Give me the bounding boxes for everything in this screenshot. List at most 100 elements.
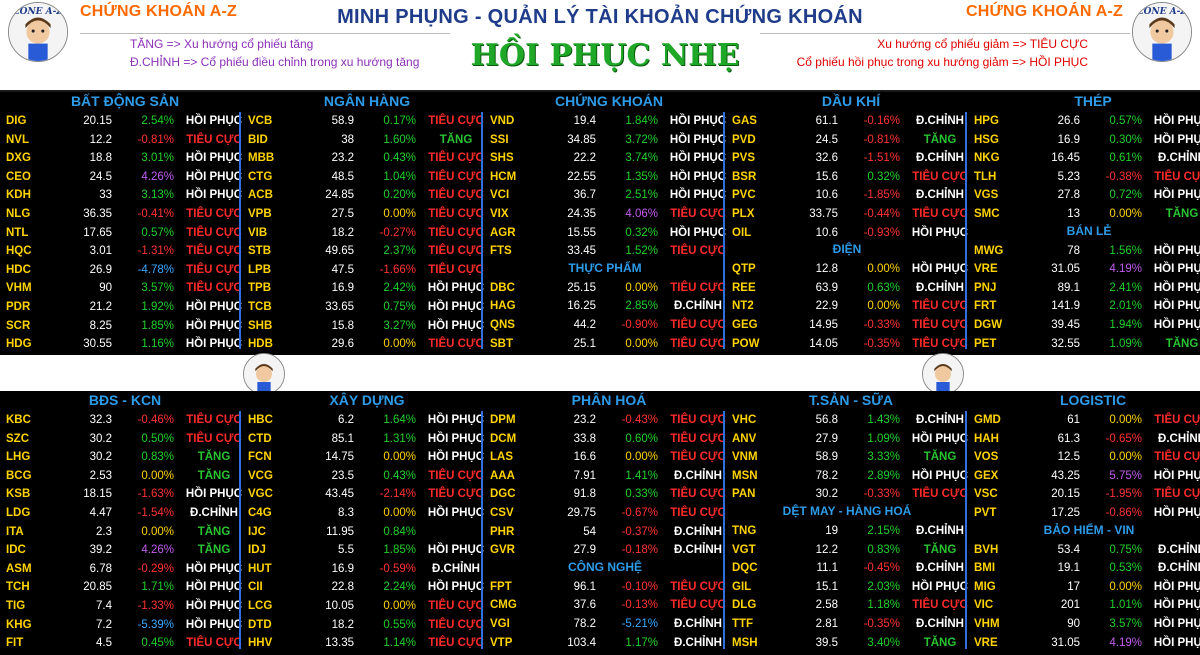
stock-row[interactable]: HBC 6.2 1.64% HỒI PHỤC: [246, 411, 484, 429]
stock-row[interactable]: DGC 91.8 0.33% TIÊU CỰC: [488, 485, 726, 503]
stock-row[interactable]: PVC 10.6 -1.85% Đ.CHỈNH: [730, 186, 966, 204]
stock-row[interactable]: DQC 11.1 -0.45% Đ.CHỈNH: [730, 559, 966, 577]
stock-row[interactable]: DCM 33.8 0.60% TIÊU CỰC: [488, 430, 726, 448]
stock-row[interactable]: CII 22.8 2.24% HỒI PHỤC: [246, 578, 484, 596]
stock-row[interactable]: FRT 141.9 2.01% HỒI PHỤC: [972, 297, 1200, 315]
stock-row[interactable]: HAG 16.25 2.85% Đ.CHỈNH: [488, 297, 724, 315]
stock-row[interactable]: TNG 19 2.15% Đ.CHỈNH: [730, 522, 966, 540]
stock-row[interactable]: FIT 4.5 0.45% TIÊU CỰC: [4, 634, 242, 652]
stock-row[interactable]: ACB 24.85 0.20% TIÊU CỰC: [246, 186, 484, 204]
stock-row[interactable]: TCH 20.85 1.71% HỒI PHỤC: [4, 578, 242, 596]
stock-row[interactable]: HDB 29.6 0.00% TIÊU CỰC: [246, 335, 484, 353]
stock-row[interactable]: NTL 17.65 0.57% TIÊU CỰC: [4, 224, 242, 242]
stock-row[interactable]: SBT 25.1 0.00% TIÊU CỰC: [488, 335, 726, 353]
stock-row[interactable]: TCB 33.65 0.75% HỒI PHỤC: [246, 298, 484, 316]
stock-row[interactable]: VIB 18.2 -0.27% TIÊU CỰC: [246, 224, 484, 242]
stock-row[interactable]: MBB 23.2 0.43% TIÊU CỰC: [246, 149, 484, 167]
stock-row[interactable]: GEG 14.95 -0.33% TIÊU CỰC: [730, 316, 968, 334]
stock-row[interactable]: VCB 58.9 0.17% TIÊU CỰC: [246, 112, 484, 130]
stock-row[interactable]: GIL 15.1 2.03% HỒI PHỤC: [730, 578, 968, 596]
stock-row[interactable]: TPB 16.9 2.42% HỒI PHỤC: [246, 279, 484, 297]
stock-row[interactable]: NKG 16.45 0.61% Đ.CHỈNH: [972, 149, 1200, 167]
stock-row[interactable]: DIG 20.15 2.54% HỒI PHỤC: [4, 112, 242, 130]
stock-row[interactable]: MIG 17 0.00% HỒI PHỤC: [972, 578, 1200, 596]
stock-row[interactable]: GMD 61 0.00% TIÊU CỰC: [972, 411, 1200, 429]
stock-row[interactable]: GAS 61.1 -0.16% Đ.CHỈNH: [730, 112, 966, 130]
stock-row[interactable]: AGR 15.55 0.32% HỒI PHỤC: [488, 224, 726, 242]
stock-row[interactable]: NT2 22.9 0.00% TIÊU CỰC: [730, 297, 968, 315]
stock-row[interactable]: HDC 26.9 -4.78% TIÊU CỰC: [4, 261, 242, 279]
stock-row[interactable]: VGT 12.2 0.83% TĂNG: [730, 541, 966, 559]
stock-row[interactable]: VCG 23.5 0.43% TIÊU CỰC: [246, 467, 484, 485]
stock-row[interactable]: ANV 27.9 1.09% HỒI PHỤC: [730, 430, 968, 448]
stock-row[interactable]: VSC 20.15 -1.95% TIÊU CỰC: [972, 485, 1200, 503]
stock-row[interactable]: VPB 27.5 0.00% TIÊU CỰC: [246, 205, 484, 223]
stock-row[interactable]: OIL 10.6 -0.93% HỒI PHỤC: [730, 224, 968, 242]
stock-row[interactable]: SHS 22.2 3.74% HỒI PHỤC: [488, 149, 726, 167]
stock-row[interactable]: LDG 4.47 -1.54% Đ.CHỈNH: [4, 504, 240, 522]
stock-row[interactable]: STB 49.65 2.37% TIÊU CỰC: [246, 242, 484, 260]
stock-row[interactable]: VOS 12.5 0.00% TIÊU CỰC: [972, 448, 1200, 466]
stock-row[interactable]: PHR 54 -0.37% Đ.CHỈNH: [488, 523, 724, 541]
stock-row[interactable]: SCR 8.25 1.85% HỒI PHỤC: [4, 317, 242, 335]
stock-row[interactable]: CMG 37.6 -0.13% TIÊU CỰC: [488, 596, 726, 614]
stock-row[interactable]: DLG 2.58 1.18% TIÊU CỰC: [730, 596, 968, 614]
stock-row[interactable]: VGI 78.2 -5.21% Đ.CHỈNH: [488, 615, 724, 633]
stock-row[interactable]: MWG 78 1.56% HỒI PHỤC: [972, 242, 1200, 260]
stock-row[interactable]: KHG 7.2 -5.39% HỒI PHỤC: [4, 616, 242, 634]
stock-row[interactable]: HSG 16.9 0.30% HỒI PHỤC: [972, 131, 1200, 149]
stock-row[interactable]: DTD 18.2 0.55% TIÊU CỰC: [246, 616, 484, 634]
stock-row[interactable]: NLG 36.35 -0.41% TIÊU CỰC: [4, 205, 242, 223]
stock-row[interactable]: PAN 30.2 -0.33% TIÊU CỰC: [730, 485, 968, 503]
stock-row[interactable]: DBC 25.15 0.00% TIÊU CỰC: [488, 279, 726, 297]
stock-row[interactable]: TLH 5.23 -0.38% TIÊU CỰC: [972, 168, 1200, 186]
stock-row[interactable]: BVH 53.4 0.75% Đ.CHỈNH: [972, 541, 1200, 559]
stock-row[interactable]: PET 32.55 1.09% TĂNG: [972, 335, 1200, 353]
stock-row[interactable]: KSB 18.15 -1.63% HỒI PHỤC: [4, 485, 242, 503]
stock-row[interactable]: ITA 2.3 0.00% TĂNG: [4, 523, 240, 541]
stock-row[interactable]: VRE 31.05 4.19% HỒI PHỤC: [972, 634, 1200, 652]
stock-row[interactable]: IDC 39.2 4.26% TĂNG: [4, 541, 240, 559]
stock-row[interactable]: VHM 90 3.57% HỒI PHỤC: [972, 615, 1200, 633]
stock-row[interactable]: SHB 15.8 3.27% HỒI PHỤC: [246, 317, 484, 335]
stock-row[interactable]: SMC 13 0.00% TĂNG: [972, 205, 1200, 223]
stock-row[interactable]: PNJ 89.1 2.41% HỒI PHỤC: [972, 279, 1200, 297]
stock-row[interactable]: HQC 3.01 -1.31% TIÊU CỰC: [4, 242, 242, 260]
stock-row[interactable]: LCG 10.05 0.00% TIÊU CỰC: [246, 597, 484, 615]
stock-row[interactable]: PVT 17.25 -0.86% HỒI PHỤC: [972, 504, 1200, 522]
stock-row[interactable]: BID 38 1.60% TĂNG: [246, 131, 482, 149]
stock-row[interactable]: KDH 33 3.13% HỒI PHỤC: [4, 186, 242, 204]
stock-row[interactable]: ASM 6.78 -0.29% HỒI PHỤC: [4, 560, 242, 578]
stock-row[interactable]: CEO 24.5 4.26% HỒI PHỤC: [4, 168, 242, 186]
stock-row[interactable]: NVL 12.2 -0.81% TIÊU CỰC: [4, 131, 242, 149]
stock-row[interactable]: HDG 30.55 1.16% HỒI PHỤC: [4, 335, 242, 353]
stock-row[interactable]: POW 14.05 -0.35% TIÊU CỰC: [730, 335, 968, 353]
stock-row[interactable]: REE 63.9 0.63% Đ.CHỈNH: [730, 279, 966, 297]
stock-row[interactable]: VGC 43.45 -2.14% TIÊU CỰC: [246, 485, 484, 503]
stock-row[interactable]: CSV 29.75 -0.67% TIÊU CỰC: [488, 504, 726, 522]
stock-row[interactable]: VGS 27.8 0.72% HỒI PHỤC: [972, 186, 1200, 204]
stock-row[interactable]: VHM 90 3.57% TIÊU CỰC: [4, 279, 242, 297]
stock-row[interactable]: GEX 43.25 5.75% HỒI PHỤC: [972, 467, 1200, 485]
stock-row[interactable]: VTP 103.4 1.17% Đ.CHỈNH: [488, 634, 724, 652]
stock-row[interactable]: VCI 36.7 2.51% HỒI PHỤC: [488, 186, 726, 204]
stock-row[interactable]: SSI 34.85 3.72% HỒI PHỤC: [488, 131, 726, 149]
stock-row[interactable]: GVR 27.9 -0.18% Đ.CHỈNH: [488, 541, 724, 559]
stock-row[interactable]: BMI 19.1 0.53% Đ.CHỈNH: [972, 559, 1200, 577]
stock-row[interactable]: PLX 33.75 -0.44% TIÊU CỰC: [730, 205, 968, 223]
stock-row[interactable]: BCG 2.53 0.00% TĂNG: [4, 467, 240, 485]
stock-row[interactable]: KBC 32.3 -0.46% TIÊU CỰC: [4, 411, 242, 429]
stock-row[interactable]: HHV 13.35 1.14% TIÊU CỰC: [246, 634, 484, 652]
stock-row[interactable]: FTS 33.45 1.52% TIÊU CỰC: [488, 242, 726, 260]
stock-row[interactable]: SZC 30.2 0.50% TIÊU CỰC: [4, 430, 242, 448]
stock-row[interactable]: PVD 24.5 -0.81% TĂNG: [730, 131, 966, 149]
stock-row[interactable]: VIX 24.35 4.06% TIÊU CỰC: [488, 205, 726, 223]
stock-row[interactable]: AAA 7.91 1.41% Đ.CHỈNH: [488, 467, 724, 485]
stock-row[interactable]: FPT 96.1 -0.10% TIÊU CỰC: [488, 578, 726, 596]
stock-row[interactable]: PVS 32.6 -1.51% Đ.CHỈNH: [730, 149, 966, 167]
stock-row[interactable]: MSH 39.5 3.40% TĂNG: [730, 634, 966, 652]
stock-row[interactable]: VHC 56.8 1.43% Đ.CHỈNH: [730, 411, 966, 429]
stock-row[interactable]: FCN 14.75 0.00% HỒI PHỤC: [246, 448, 484, 466]
stock-row[interactable]: HCM 22.55 1.35% HỒI PHỤC: [488, 168, 726, 186]
stock-row[interactable]: LAS 16.6 0.00% TIÊU CỰC: [488, 448, 726, 466]
